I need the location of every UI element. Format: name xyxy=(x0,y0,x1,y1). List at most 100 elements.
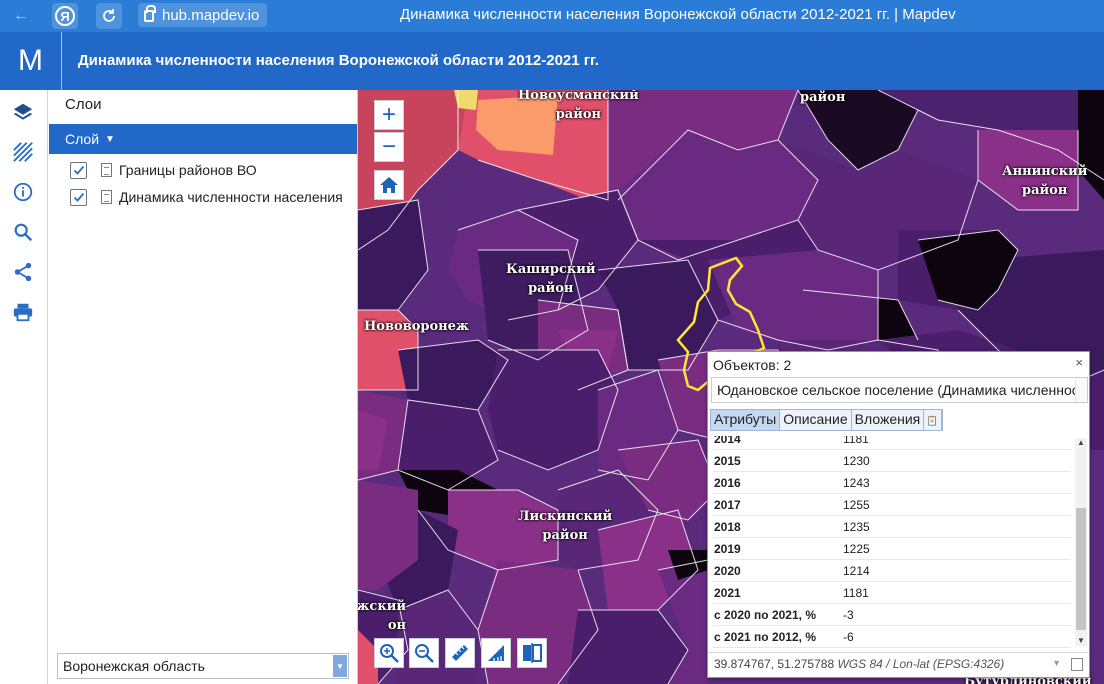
table-row: 2017 1255 xyxy=(713,494,1071,516)
attr-key: 2014 xyxy=(714,436,741,446)
measure-distance-button[interactable] xyxy=(445,638,475,668)
yandex-button[interactable]: Я xyxy=(52,3,78,29)
zoom-out-box-button[interactable] xyxy=(409,638,439,668)
home-button[interactable] xyxy=(374,170,404,200)
region-select-value: Воронежская область xyxy=(63,658,205,674)
address-bar[interactable]: hub.mapdev.io xyxy=(138,3,268,27)
district-label-line: район xyxy=(555,107,602,122)
print-icon xyxy=(13,303,33,322)
district-label-line: Аннинский xyxy=(1002,164,1088,179)
district-label-line: район xyxy=(528,281,574,296)
url-text: hub.mapdev.io xyxy=(162,6,260,24)
zoom-in-button[interactable]: + xyxy=(374,100,404,130)
app-header: M Динамика численности населения Воронеж… xyxy=(0,32,1104,90)
layer-checkbox[interactable] xyxy=(70,161,87,179)
table-row: 2014 1181 xyxy=(713,436,1071,450)
chevron-down-icon: ▼ xyxy=(105,133,115,145)
app-title: Динамика численности населения Воронежск… xyxy=(78,52,599,69)
layer-checkbox[interactable] xyxy=(70,188,87,206)
tab-title: Динамика численности населения Воронежск… xyxy=(400,6,956,23)
ruler-icon xyxy=(452,645,468,661)
copy-icon[interactable] xyxy=(1071,658,1083,671)
compare-button[interactable] xyxy=(517,638,547,668)
scrollbar[interactable] xyxy=(1075,378,1087,402)
layers-icon xyxy=(13,103,33,120)
scroll-up-icon[interactable]: ▲ xyxy=(1077,438,1085,447)
search-button[interactable] xyxy=(10,219,36,245)
attr-key: 2017 xyxy=(714,498,741,512)
layer-item-population[interactable]: Динамика численности населения xyxy=(70,186,343,208)
attr-value: 1181 xyxy=(843,586,869,600)
layer-label: Динамика численности населения xyxy=(119,189,343,205)
reload-icon xyxy=(103,9,115,22)
share-button[interactable] xyxy=(10,259,36,285)
attr-key: 2018 xyxy=(714,520,741,534)
attr-value: 1243 xyxy=(843,476,870,490)
browser-bar: ← Я hub.mapdev.io Динамика численности н… xyxy=(0,0,1104,32)
attr-key: 2016 xyxy=(714,476,741,490)
share-icon xyxy=(14,262,32,282)
attr-key: 2019 xyxy=(714,542,741,556)
attr-value: -6 xyxy=(843,630,854,644)
district-label-line: район xyxy=(1022,183,1068,198)
table-row: с 2021 по 2012, % -6 xyxy=(713,626,1071,648)
close-icon[interactable]: × xyxy=(1075,355,1083,370)
objects-count: Объектов: 2 xyxy=(713,357,792,373)
table-row: с 2020 по 2021, % -3 xyxy=(713,604,1071,626)
magnifier-plus-icon xyxy=(380,644,399,663)
info-button[interactable] xyxy=(10,179,36,205)
check-icon xyxy=(73,165,84,175)
region-select[interactable]: Воронежская область ▼ xyxy=(57,653,349,679)
layer-label: Границы районов ВО xyxy=(119,162,257,178)
lock-icon xyxy=(144,5,156,22)
zoom-in-box-button[interactable] xyxy=(374,638,404,668)
attr-key: 2015 xyxy=(714,454,741,468)
district-label-line: Лискинский xyxy=(518,509,613,524)
hatch-button[interactable] xyxy=(10,139,36,165)
attr-key: 2021 xyxy=(714,586,741,600)
attributes-scrollbar[interactable]: ▲ ▼ xyxy=(1075,438,1087,646)
reload-button[interactable] xyxy=(96,3,122,29)
yandex-icon: Я xyxy=(55,6,75,26)
app-logo[interactable]: M xyxy=(0,32,62,90)
scroll-down-icon[interactable]: ▼ xyxy=(1077,636,1085,645)
attr-value: 1230 xyxy=(843,454,870,468)
table-row: 2018 1235 xyxy=(713,516,1071,538)
district-label-kashirsky: Каширский район xyxy=(506,260,596,298)
check-icon xyxy=(73,192,84,202)
district-label-top: район xyxy=(800,90,846,105)
scroll-thumb[interactable] xyxy=(1076,508,1086,630)
attr-value: 1181 xyxy=(843,436,869,446)
district-label-line: район xyxy=(542,528,588,543)
back-button[interactable]: ← xyxy=(13,7,29,24)
district-label-novousman: Новоусманский район xyxy=(518,90,639,124)
measure-area-button[interactable] xyxy=(481,638,511,668)
tab-attributes[interactable]: Атрибуты xyxy=(711,410,781,430)
crs-dropdown-icon[interactable]: ▼ xyxy=(1052,658,1061,668)
feature-select[interactable]: Юдановское сельское поселение (Динамика … xyxy=(711,377,1088,403)
attr-key: с 2021 по 2012, % xyxy=(714,630,816,644)
district-label-line: жский xyxy=(358,599,406,614)
district-label-line: Новоусманский xyxy=(518,90,639,103)
zoom-out-button[interactable]: − xyxy=(374,132,404,162)
tab-description[interactable]: Описание xyxy=(780,410,852,430)
district-label-liskinsky: Лискинский район xyxy=(518,507,612,545)
tab-attachments[interactable]: Вложения xyxy=(852,410,925,430)
magnifier-minus-icon xyxy=(415,644,434,663)
area-icon xyxy=(488,645,504,661)
coordinates-value: 39.874767, 51.275788 xyxy=(714,657,835,671)
table-row: 2020 1214 xyxy=(713,560,1071,582)
layer-item-boundaries[interactable]: Границы районов ВО xyxy=(70,159,257,181)
search-icon xyxy=(14,223,33,242)
copy-attributes-button[interactable] xyxy=(924,410,943,430)
layers-button[interactable] xyxy=(10,99,36,125)
attributes-table: 2014 1181 2015 1230 2016 1243 2017 1255 2018… xyxy=(709,436,1075,648)
layer-group-header[interactable]: Слой ▼ xyxy=(49,124,357,154)
table-row: 2019 1225 xyxy=(713,538,1071,560)
feature-popup: Объектов: 2 × Юдановское сельское поселе… xyxy=(707,351,1090,678)
district-label-line: Каширский xyxy=(506,262,596,277)
district-label-buturlin: Бутурлиновский xyxy=(964,674,1092,684)
district-label-partial: жский он xyxy=(358,597,406,635)
popup-header: Объектов: 2 xyxy=(708,352,1089,378)
print-button[interactable] xyxy=(10,299,36,325)
